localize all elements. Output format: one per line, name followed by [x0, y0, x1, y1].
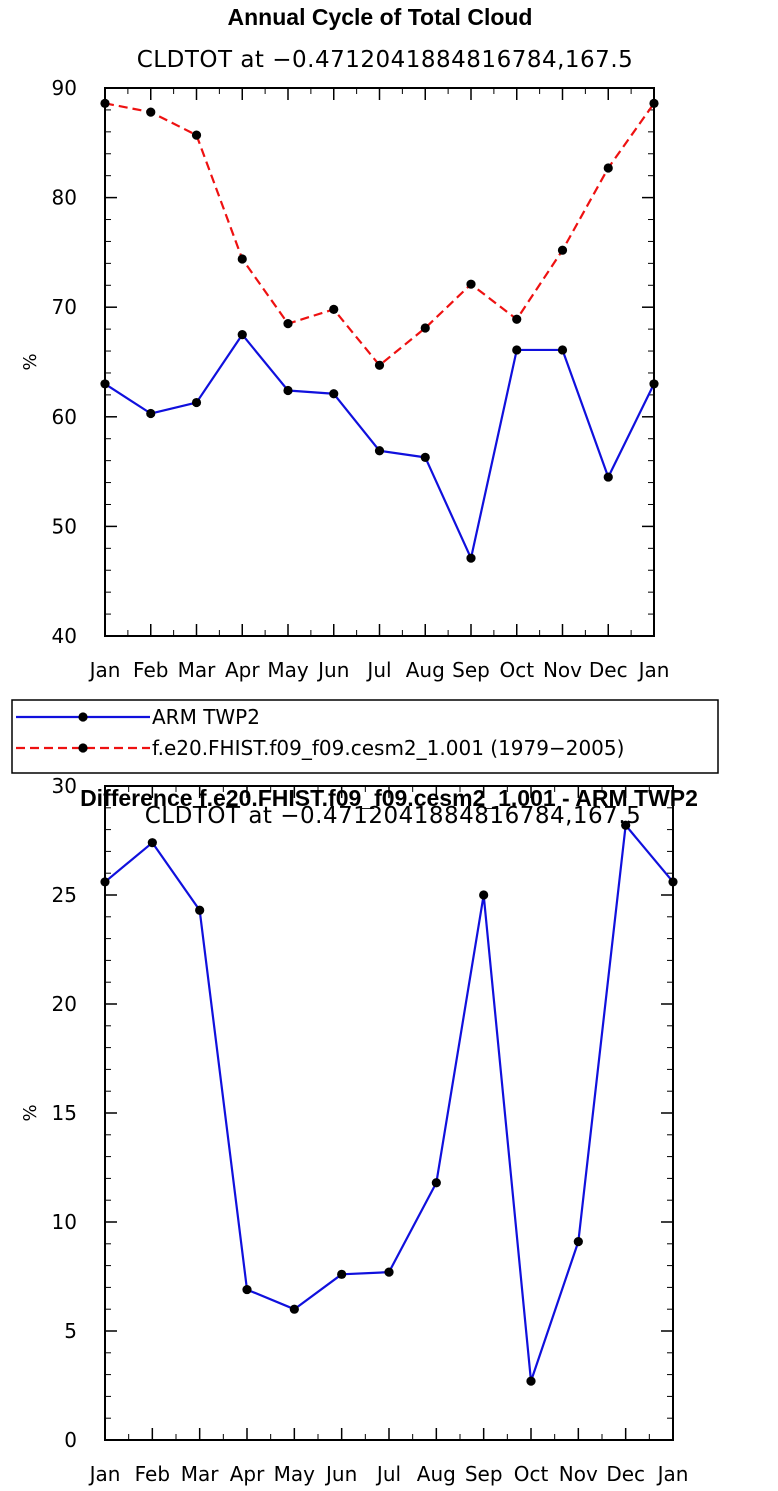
x-tick-label: Jul — [365, 658, 391, 682]
x-tick-label: Sep — [465, 1462, 503, 1486]
y-tick-label: 40 — [52, 624, 77, 648]
data-point — [237, 254, 247, 264]
y-tick-label: 50 — [52, 514, 77, 538]
x-tick-label: Apr — [225, 658, 260, 682]
y-tick-label: 70 — [52, 295, 77, 319]
data-point — [649, 379, 659, 389]
x-tick-label: May — [267, 658, 309, 682]
data-point — [557, 245, 568, 255]
x-tick-label: Jun — [324, 1462, 357, 1486]
y-tick-label: 25 — [52, 883, 77, 907]
data-point — [289, 1304, 299, 1314]
y-tick-label: 60 — [52, 405, 77, 429]
x-tick-label: Jan — [656, 1462, 689, 1486]
data-point — [603, 163, 613, 173]
y-axis-label: % — [20, 1104, 41, 1121]
data-point — [621, 820, 631, 830]
x-tick-label: Sep — [452, 658, 490, 682]
data-point — [146, 408, 156, 419]
x-tick-label: Dec — [589, 658, 628, 682]
data-point — [431, 1178, 441, 1188]
x-tick-label: Jun — [316, 658, 349, 682]
data-point — [466, 279, 476, 289]
data-point — [195, 905, 205, 915]
x-tick-label: May — [274, 1462, 316, 1486]
x-tick-label: Jan — [637, 658, 670, 682]
y-tick-label: 15 — [52, 1101, 77, 1125]
data-point — [649, 98, 659, 108]
x-tick-label: Apr — [230, 1462, 265, 1486]
data-point — [337, 1269, 347, 1279]
series-line-1 — [104, 102, 655, 367]
data-point — [191, 397, 202, 408]
x-tick-label: Mar — [181, 1462, 220, 1486]
y-tick-label: 90 — [52, 76, 77, 100]
data-point — [146, 107, 156, 117]
data-point — [283, 319, 293, 329]
data-point — [557, 345, 568, 355]
y-tick-label: 30 — [52, 774, 77, 798]
x-tick-label: Jul — [375, 1462, 401, 1486]
data-point — [466, 553, 476, 563]
chart-subtitle: CLDTOT at −0.4712041884816784,167.5 — [137, 47, 634, 73]
difference-chart: Difference f.e20.FHIST.f09_f09.cesm2_1.0… — [20, 774, 698, 1486]
data-point — [283, 385, 293, 396]
data-point — [147, 838, 157, 848]
data-point — [100, 379, 110, 389]
chart-subtitle: CLDTOT at −0.4712041884816784,167.5 — [145, 803, 642, 829]
x-tick-label: Aug — [406, 658, 445, 682]
data-point — [242, 1284, 252, 1295]
data-point — [374, 360, 385, 370]
legend: ARM TWP2 f.e20.FHIST.f09_f09.cesm2_1.001 … — [11, 699, 719, 774]
x-tick-label: Jan — [88, 658, 121, 682]
legend-marker-1 — [78, 743, 88, 753]
y-tick-label: 10 — [52, 1210, 77, 1234]
data-point — [374, 446, 385, 456]
x-tick-label: Feb — [133, 658, 168, 682]
data-point — [420, 452, 430, 462]
series-line-0 — [104, 824, 674, 1383]
y-tick-label: 5 — [64, 1319, 77, 1343]
annual-cycle-chart: Annual Cycle of Total Cloud CLDTOT at −0.… — [20, 4, 669, 682]
y-axis-label: % — [20, 353, 41, 370]
chart-title: Annual Cycle of Total Cloud — [228, 4, 533, 30]
x-tick-label: Dec — [606, 1462, 645, 1486]
x-tick-label: Mar — [178, 658, 217, 682]
data-point — [100, 877, 110, 887]
data-point — [420, 323, 430, 333]
x-tick-label: Oct — [514, 1462, 549, 1486]
data-point — [329, 389, 339, 399]
data-point — [512, 314, 522, 324]
data-point — [100, 98, 110, 108]
legend-label-0: ARM TWP2 — [152, 705, 260, 729]
x-tick-label: Feb — [135, 1462, 170, 1486]
legend-box — [11, 699, 719, 774]
x-tick-label: Jan — [88, 1462, 121, 1486]
data-point — [526, 1376, 536, 1386]
data-point — [329, 304, 339, 314]
x-tick-label: Oct — [499, 658, 534, 682]
plot-frame — [104, 785, 674, 1441]
x-tick-label: Aug — [417, 1462, 456, 1486]
data-point — [237, 330, 247, 340]
data-point — [668, 877, 678, 887]
legend-marker-0 — [78, 712, 88, 722]
data-point — [603, 472, 613, 482]
data-point — [479, 890, 489, 900]
data-point — [384, 1267, 394, 1277]
data-point — [191, 130, 202, 140]
x-tick-label: Nov — [559, 1462, 598, 1486]
y-tick-label: 20 — [52, 992, 77, 1016]
data-point — [512, 345, 522, 355]
x-tick-label: Nov — [543, 658, 582, 682]
data-point — [573, 1237, 583, 1247]
legend-label-1: f.e20.FHIST.f09_f09.cesm2_1.001 (1979−20… — [152, 736, 624, 760]
y-tick-label: 80 — [52, 186, 77, 210]
y-tick-label: 0 — [64, 1428, 77, 1452]
